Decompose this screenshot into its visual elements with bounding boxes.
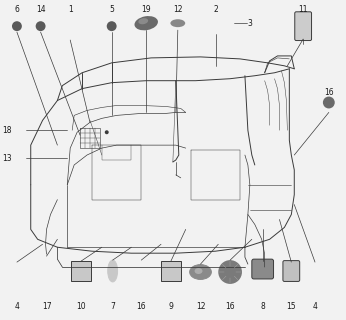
Circle shape	[138, 268, 145, 276]
Text: 16: 16	[225, 302, 235, 311]
Text: 12: 12	[196, 302, 205, 311]
Ellipse shape	[66, 20, 74, 33]
Text: 5: 5	[109, 5, 114, 14]
Text: 4: 4	[15, 302, 19, 311]
Text: 15: 15	[286, 302, 296, 311]
FancyBboxPatch shape	[283, 260, 300, 281]
Text: 7: 7	[110, 302, 115, 311]
Text: 1: 1	[68, 5, 73, 14]
FancyBboxPatch shape	[252, 259, 274, 279]
Ellipse shape	[194, 268, 202, 274]
Text: 14: 14	[36, 5, 45, 14]
Ellipse shape	[135, 16, 158, 30]
Text: 8: 8	[260, 302, 265, 311]
Circle shape	[14, 155, 20, 161]
Text: 2: 2	[214, 5, 219, 14]
Bar	[161, 261, 181, 281]
Circle shape	[107, 21, 117, 31]
Text: 12: 12	[173, 5, 183, 14]
Circle shape	[323, 97, 335, 108]
Text: 16: 16	[324, 88, 334, 97]
Circle shape	[36, 21, 46, 31]
Bar	[71, 261, 91, 281]
Circle shape	[15, 128, 19, 133]
Text: 3: 3	[248, 19, 253, 28]
Circle shape	[13, 270, 21, 278]
Text: 9: 9	[169, 302, 173, 311]
Text: 11: 11	[298, 5, 308, 14]
Ellipse shape	[170, 19, 185, 27]
Ellipse shape	[208, 19, 225, 27]
Ellipse shape	[138, 18, 148, 24]
Ellipse shape	[190, 265, 211, 279]
Text: 13: 13	[2, 154, 12, 163]
Text: 6: 6	[15, 5, 19, 14]
Text: 4: 4	[312, 302, 317, 311]
Circle shape	[311, 270, 319, 278]
Text: 18: 18	[2, 126, 12, 135]
Text: 17: 17	[42, 302, 51, 311]
FancyBboxPatch shape	[295, 12, 311, 41]
Circle shape	[105, 130, 109, 134]
Circle shape	[12, 21, 22, 31]
Text: 16: 16	[136, 302, 146, 311]
Circle shape	[218, 260, 242, 284]
Text: 19: 19	[142, 5, 151, 14]
Text: 10: 10	[76, 302, 86, 311]
Ellipse shape	[43, 265, 51, 277]
Ellipse shape	[108, 260, 118, 282]
